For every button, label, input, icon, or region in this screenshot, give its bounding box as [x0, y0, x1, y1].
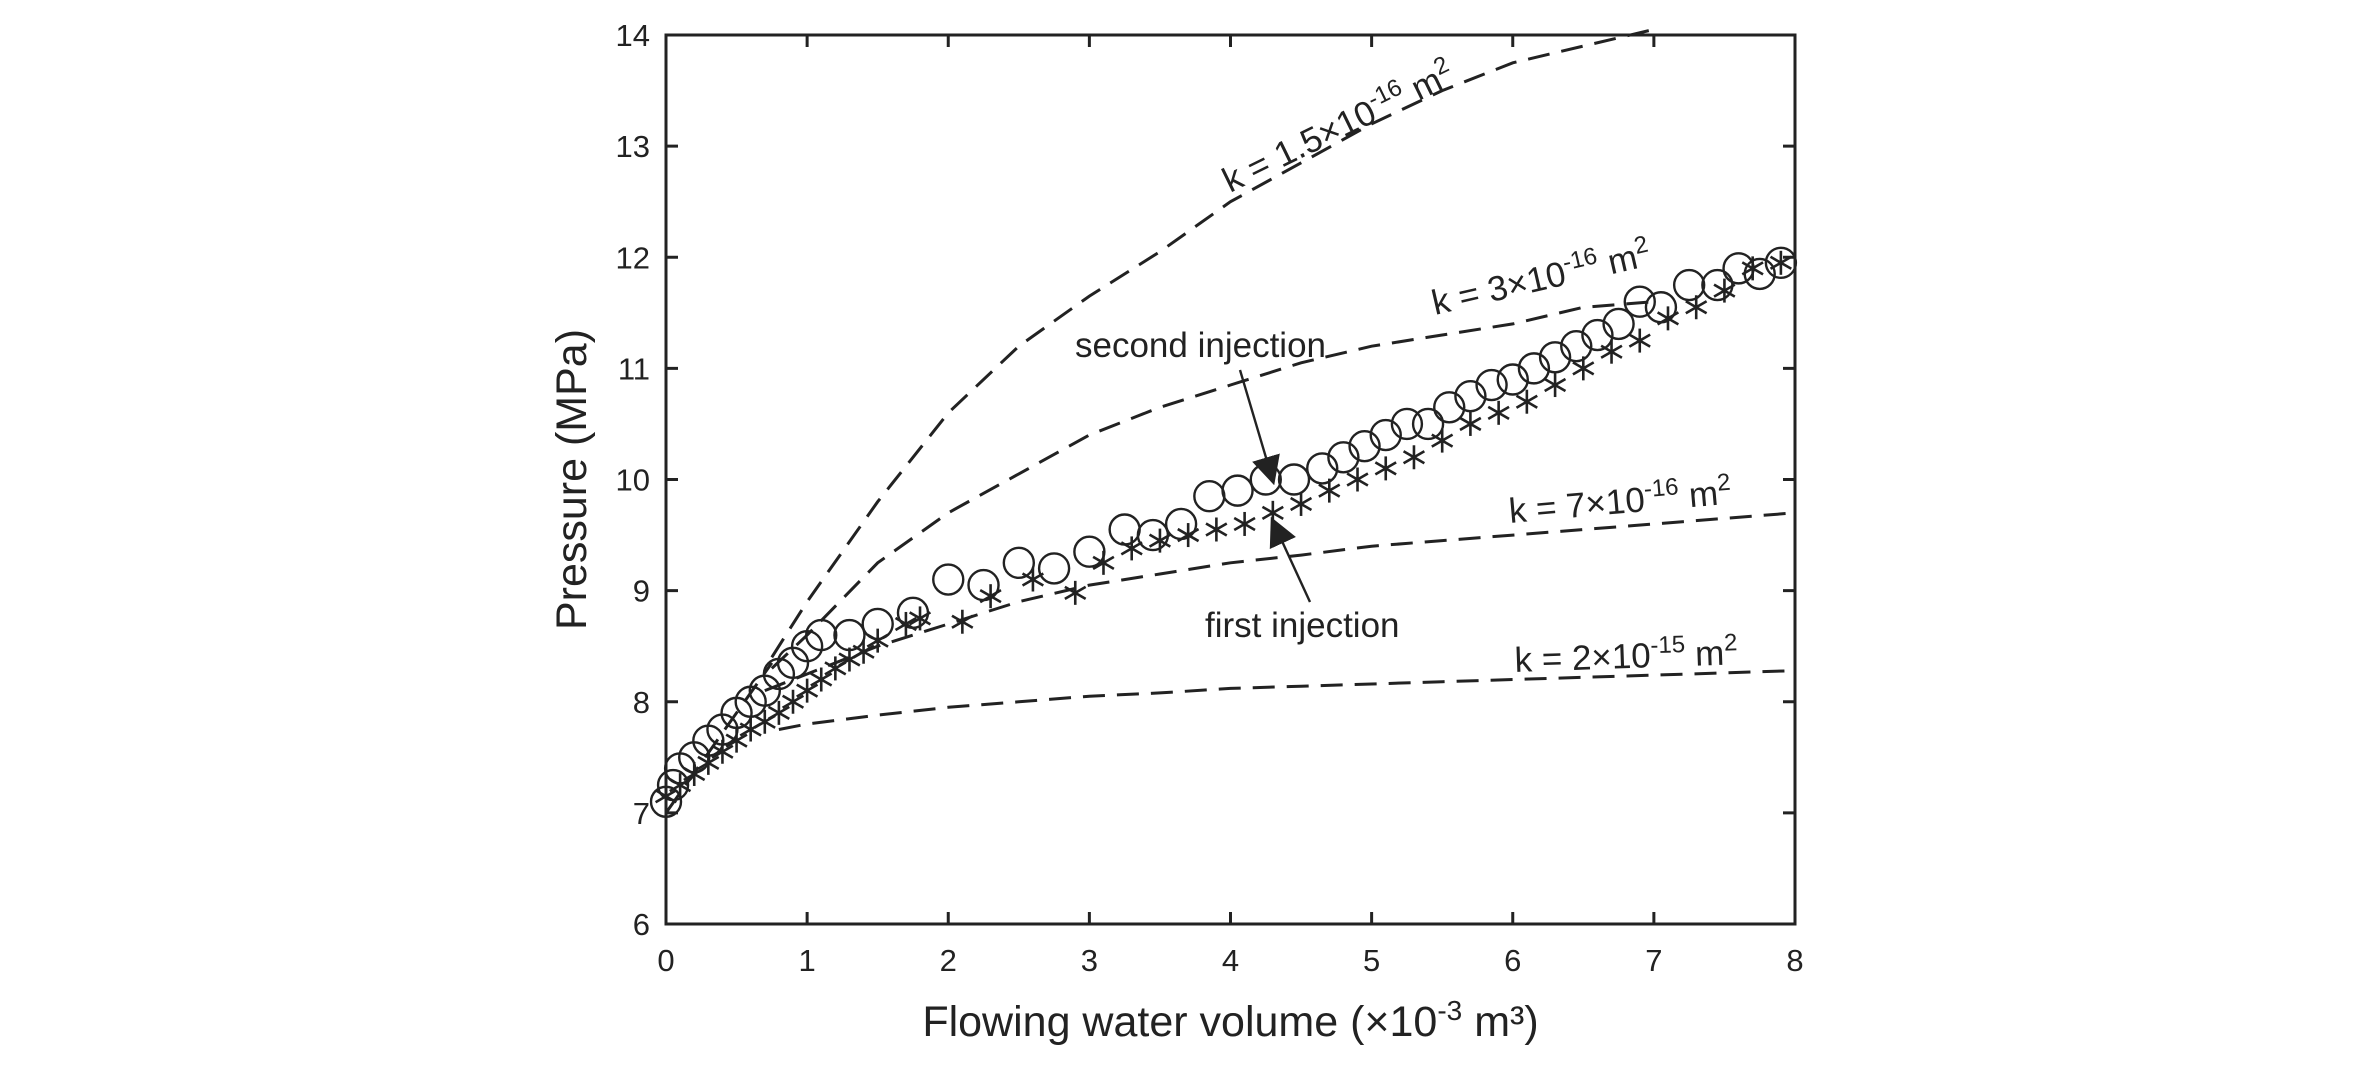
second-injection-point — [1517, 352, 1551, 385]
second-injection-point — [1454, 379, 1487, 413]
y-tick-label: 10 — [616, 463, 650, 498]
first-injection-point — [1487, 400, 1510, 425]
model-curve-4 — [778, 669, 1796, 731]
model-curve-2 — [770, 300, 1655, 670]
model-curve-initial-segment — [664, 661, 774, 814]
x-tick-label: 5 — [1363, 943, 1380, 978]
model-curve-3 — [764, 511, 1796, 692]
second-injection-point — [1136, 518, 1170, 552]
first-injection-point — [781, 689, 805, 714]
x-tick-label: 6 — [1504, 943, 1521, 978]
data-layer: k = 1.5×10-16 m2k = 3×10-16 m2k = 7×10-1… — [649, 27, 1798, 818]
second-injection-point — [1221, 474, 1254, 507]
first-injection-label: first injection — [1205, 606, 1400, 645]
x-tick-label: 2 — [940, 943, 957, 978]
first-injection-point — [1459, 411, 1482, 436]
y-tick-label: 7 — [633, 796, 650, 831]
first-injection-point — [1600, 339, 1623, 364]
x-axis-title: Flowing water volume (×10-3 m³) — [922, 995, 1538, 1046]
first-injection-point — [1374, 456, 1397, 481]
second-injection-point — [1108, 513, 1141, 546]
first-injection-point — [1628, 328, 1651, 353]
first-injection-point — [1205, 517, 1228, 542]
second-injection-point — [1073, 535, 1106, 568]
y-tick-label: 14 — [616, 18, 650, 53]
y-tick-label: 6 — [633, 907, 650, 942]
second-injection-point — [896, 596, 930, 630]
x-tick-label: 1 — [799, 943, 816, 978]
second-injection-point — [1327, 441, 1360, 474]
second-injection-arrow — [1238, 369, 1280, 486]
first-injection-point — [810, 667, 833, 692]
second-injection-point — [1348, 429, 1381, 463]
second-injection-point — [833, 618, 866, 652]
second-injection-point — [1369, 418, 1402, 452]
second-injection-point — [1672, 268, 1706, 302]
first-injection-point — [951, 609, 974, 634]
second-injection-point — [656, 768, 690, 802]
second-injection-point — [1411, 407, 1445, 441]
first-injection-point — [753, 709, 776, 734]
model-curve-1 — [770, 27, 1655, 659]
second-injection-point — [861, 607, 894, 641]
x-tick-label: 4 — [1222, 943, 1239, 978]
second-injection-point — [1581, 318, 1614, 352]
model-curve-label-1: k = 1.5×10-16 m2 — [1215, 51, 1461, 200]
first-injection-point — [1064, 580, 1087, 605]
second-injection-point — [1623, 285, 1656, 318]
second-injection-point — [932, 563, 965, 596]
y-tick-label: 12 — [616, 240, 650, 275]
y-tick-label: 8 — [633, 685, 650, 720]
second-injection-point — [1002, 546, 1036, 580]
second-injection-point — [1538, 341, 1572, 374]
x-tick-label: 3 — [1081, 943, 1098, 978]
second-injection-point — [1644, 291, 1678, 324]
y-tick-label: 11 — [618, 351, 650, 386]
first-injection-point — [1346, 467, 1369, 492]
second-injection-point — [1164, 507, 1198, 541]
first-injection-point — [796, 678, 819, 703]
second-injection-point — [1560, 329, 1593, 363]
second-injection-point — [1193, 479, 1226, 513]
second-injection-point — [967, 568, 1000, 602]
second-injection-point — [1475, 368, 1508, 402]
second-injection-point — [1496, 363, 1529, 396]
second-injection-point — [1433, 391, 1466, 424]
second-injection-point — [1701, 268, 1734, 302]
second-injection-label: second injection — [1075, 326, 1326, 365]
model-curve-label-4: k = 2×10-15 m2 — [1514, 629, 1739, 680]
second-injection-point — [1277, 463, 1311, 496]
y-tick-label: 9 — [633, 574, 650, 609]
first-injection-point — [1402, 445, 1426, 470]
second-injection-point — [1249, 463, 1282, 496]
first-injection-point — [1515, 389, 1538, 414]
first-injection-point — [1233, 511, 1256, 536]
first-injection-point — [767, 700, 790, 725]
first-injection-point — [1290, 491, 1313, 516]
y-axis-title: Pressure (MPa) — [548, 329, 596, 630]
first-injection-arrow — [1269, 516, 1312, 603]
x-tick-label: 8 — [1786, 943, 1803, 978]
first-injection-point — [1261, 500, 1284, 525]
y-tick-label: 13 — [616, 129, 650, 164]
first-injection-point — [1544, 373, 1567, 398]
second-injection-point — [1037, 552, 1071, 585]
first-injection-point — [1431, 428, 1454, 453]
second-injection-point — [1602, 307, 1635, 341]
second-injection-point — [805, 618, 838, 652]
x-tick-label: 7 — [1645, 943, 1662, 978]
second-injection-point — [1306, 452, 1339, 485]
second-injection-point — [1722, 252, 1755, 285]
x-tick-label: 0 — [657, 943, 674, 978]
second-injection-point — [1390, 407, 1424, 441]
second-injection-point — [1743, 257, 1776, 291]
